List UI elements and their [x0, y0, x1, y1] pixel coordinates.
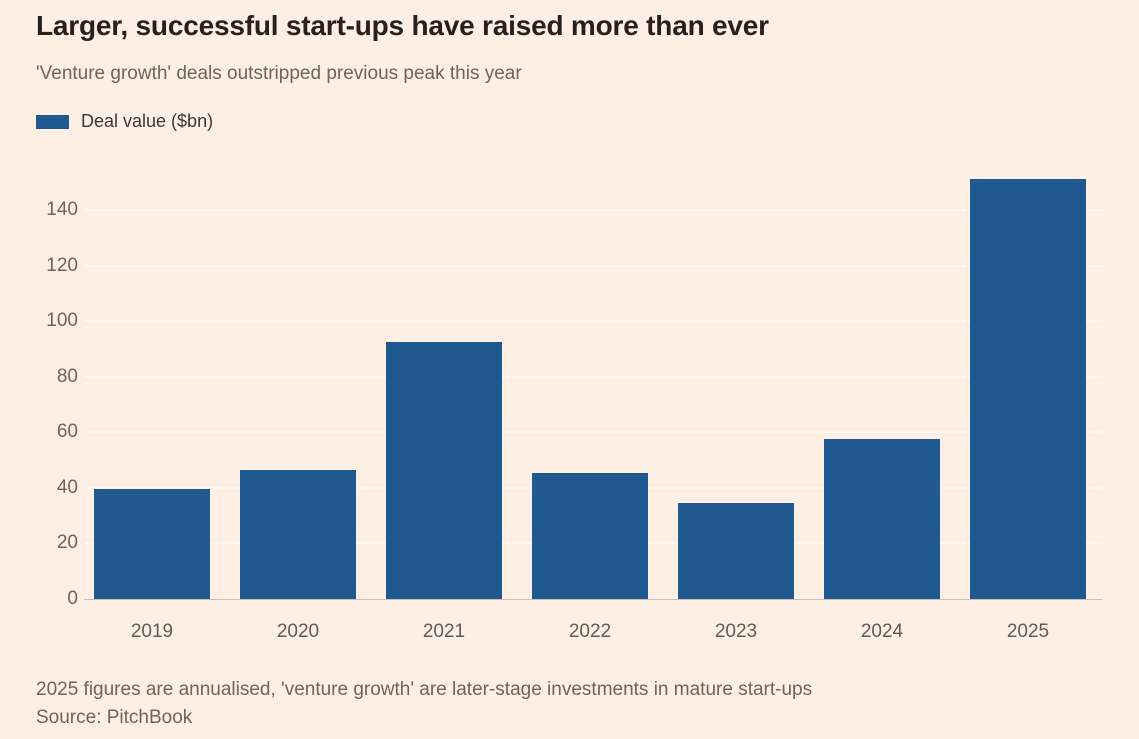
- gridline-140: [84, 209, 1102, 211]
- gridline-80: [84, 375, 1102, 378]
- bar-2024: [824, 439, 940, 599]
- bar-2019: [94, 489, 210, 599]
- x-tick-label-2019: 2019: [130, 621, 174, 642]
- bar-2022: [532, 472, 648, 599]
- chart-subtitle: 'Venture growth' deals outstripped previ…: [36, 63, 522, 84]
- chart-footnote: 2025 figures are annualised, 'venture gr…: [36, 679, 813, 700]
- x-tick-label-2024: 2024: [860, 621, 904, 642]
- x-tick-label-2023: 2023: [714, 621, 758, 642]
- gridline-120: [84, 264, 1102, 267]
- x-axis-line: [84, 599, 1102, 600]
- legend-label: Deal value ($bn): [81, 111, 214, 131]
- y-tick-label-60: 60: [56, 421, 78, 443]
- x-tick-label-2025: 2025: [1006, 621, 1050, 642]
- gridline-100: [84, 320, 1102, 323]
- y-tick-label-20: 20: [56, 532, 78, 554]
- legend-swatch-icon: [36, 114, 69, 129]
- bar-2020: [240, 469, 356, 599]
- chart-title: Larger, successful start-ups have raised…: [36, 10, 769, 41]
- chart-source: Source: PitchBook: [36, 707, 193, 728]
- gridline-60: [84, 431, 1102, 434]
- legend: Deal value ($bn): [36, 111, 213, 132]
- x-tick-label-2020: 2020: [276, 621, 320, 642]
- y-tick-label-0: 0: [67, 588, 78, 609]
- y-tick-label-120: 120: [46, 254, 78, 276]
- bar-2025: [970, 179, 1086, 599]
- y-tick-label-40: 40: [56, 476, 78, 498]
- bar-2023: [678, 503, 794, 599]
- x-tick-label-2021: 2021: [422, 621, 466, 642]
- y-tick-label-80: 80: [56, 365, 78, 387]
- bar-2021: [386, 341, 502, 599]
- y-tick-label-140: 140: [46, 199, 78, 220]
- x-tick-label-2022: 2022: [568, 621, 612, 642]
- y-tick-label-100: 100: [46, 310, 78, 332]
